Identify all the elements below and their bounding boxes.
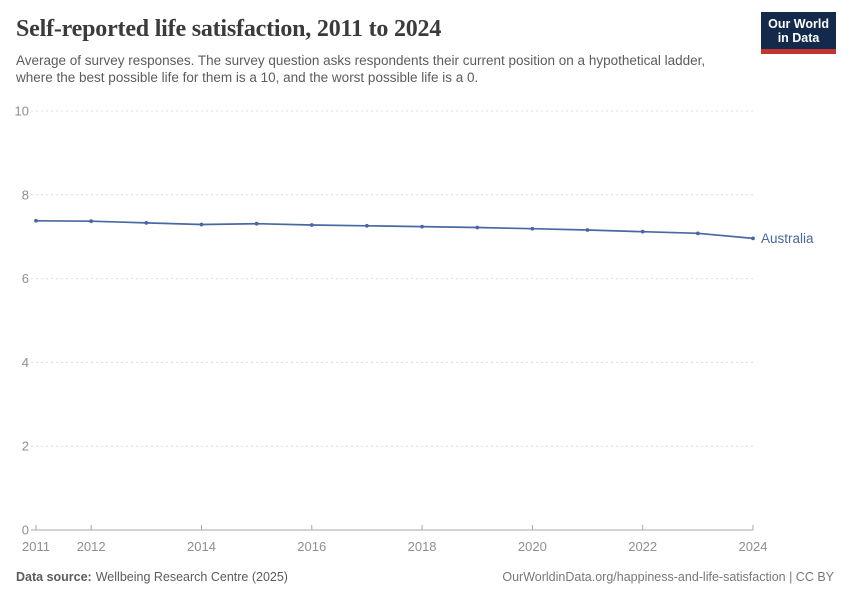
data-point-australia-2016[interactable] bbox=[309, 223, 314, 227]
owid-logo-line1: Our World bbox=[768, 17, 829, 31]
y-axis-tick-label-8: 8 bbox=[22, 187, 29, 202]
data-point-australia-2011[interactable] bbox=[34, 218, 38, 223]
data-point-australia-2023[interactable] bbox=[695, 231, 700, 236]
owid-logo-line2: in Data bbox=[777, 31, 820, 45]
data-point-australia-2019[interactable] bbox=[475, 225, 480, 230]
data-point-australia-2018[interactable] bbox=[420, 224, 424, 229]
y-axis-tick-label-4: 4 bbox=[22, 355, 29, 370]
data-point-australia-2022[interactable] bbox=[640, 229, 645, 234]
x-axis-tick-label-2016: 2016 bbox=[297, 539, 326, 554]
data-point-australia-2020[interactable] bbox=[530, 226, 535, 231]
x-axis-tick-label-2012: 2012 bbox=[77, 539, 106, 554]
data-point-australia-2015[interactable] bbox=[254, 221, 259, 226]
y-axis-tick-label-0: 0 bbox=[22, 523, 29, 538]
data-point-australia-2017[interactable] bbox=[365, 223, 369, 228]
data-point-australia-2024[interactable] bbox=[751, 236, 755, 241]
chart-footer: Data source: Wellbeing Research Centre (2… bbox=[16, 570, 834, 584]
x-axis-tick-label-2020: 2020 bbox=[518, 539, 547, 554]
owid-logo-red-bar bbox=[761, 49, 836, 54]
x-axis-tick-label-2011: 2011 bbox=[22, 539, 50, 554]
owid-logo[interactable]: Our World in Data bbox=[761, 12, 836, 54]
entity-label-australia[interactable]: Australia bbox=[761, 231, 814, 246]
attribution-link[interactable]: OurWorldinData.org/happiness-and-life-sa… bbox=[502, 570, 834, 584]
series-line-australia[interactable] bbox=[35, 219, 754, 240]
data-point-australia-2013[interactable] bbox=[144, 220, 149, 225]
x-axis-tick-label-2022: 2022 bbox=[628, 539, 657, 554]
data-source-value: Wellbeing Research Centre (2025) bbox=[95, 570, 288, 584]
page-title: Self-reported life satisfaction, 2011 to… bbox=[16, 16, 442, 42]
x-axis-tick-label-2018: 2018 bbox=[408, 539, 437, 554]
y-axis-tick-label-6: 6 bbox=[22, 271, 29, 286]
data-source-label: Data source: bbox=[16, 570, 92, 584]
x-axis-tick-label-2024: 2024 bbox=[739, 539, 768, 554]
data-point-australia-2021[interactable] bbox=[585, 228, 590, 232]
data-source: Data source: Wellbeing Research Centre (2… bbox=[16, 570, 288, 584]
x-axis-tick-label-2014: 2014 bbox=[187, 539, 216, 554]
data-point-australia-2014[interactable] bbox=[199, 222, 204, 227]
y-axis-tick-label-10: 10 bbox=[15, 104, 29, 119]
chart-subtitle: Average of survey responses. The survey … bbox=[16, 53, 706, 85]
data-point-australia-2012[interactable] bbox=[89, 219, 94, 224]
y-axis-tick-label-2: 2 bbox=[22, 439, 29, 454]
